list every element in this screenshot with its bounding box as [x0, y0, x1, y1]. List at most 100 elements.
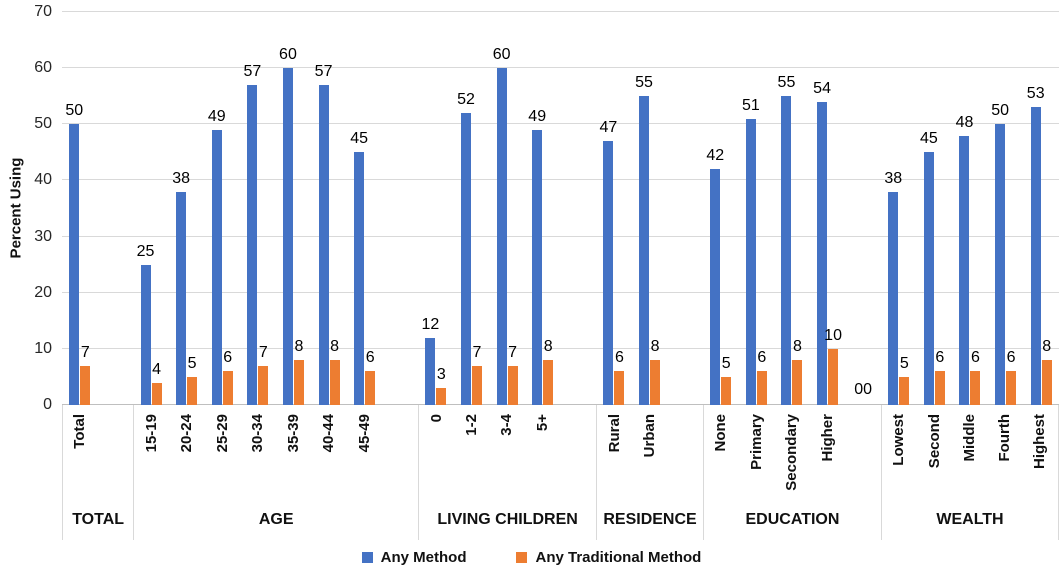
any-traditional-method-bar-secondary — [792, 360, 803, 405]
bar-slot: 6 — [934, 12, 945, 405]
y-axis-tick-label: 0 — [43, 396, 52, 413]
bars-row: 25 4 38 5 49 6 57 7 60 8 57 8 45 6 — [133, 12, 418, 405]
bar-slot: 7 — [507, 12, 518, 405]
spacer-slot: 00 — [845, 12, 881, 405]
gridline — [62, 179, 1059, 181]
bar-value-label: 53 — [1026, 85, 1045, 103]
category-30-34: 57 7 — [240, 12, 276, 405]
category-label-cell: 40-44 — [312, 405, 347, 505]
group-label-age: AGE — [258, 511, 294, 528]
category-rural: 47 6 — [596, 12, 632, 405]
category-labels-row: Total — [63, 405, 133, 505]
category-labels-row: Rural Urban — [597, 405, 703, 505]
bar-slot: 7 — [80, 12, 91, 405]
category-label-cell: Lowest — [882, 405, 917, 505]
bar-value-label: 57 — [243, 63, 262, 80]
y-axis-tick-label: 30 — [34, 227, 52, 245]
category-middle: 48 6 — [952, 12, 988, 405]
category-lowest: 38 5 — [881, 12, 917, 405]
any-method-bar-45-49 — [354, 152, 365, 405]
y-axis: 0 10 20 30 40 50 60 70 — [0, 4, 52, 413]
any-traditional-method-bar-20-24 — [187, 376, 198, 405]
any-traditional-method-bar-45-49 — [365, 371, 376, 405]
any-traditional-method-bar-3-4 — [507, 365, 518, 405]
any-traditional-method-bar-15-19 — [151, 382, 162, 405]
any-method-bar-second — [923, 152, 934, 405]
legend-item-any-method: Any Method — [361, 549, 466, 566]
bars-row: 50 7 — [62, 12, 133, 405]
bar-value-label: 42 — [706, 147, 725, 165]
bar-slot: 47 — [600, 12, 617, 405]
group-living-children: 12 3 52 7 60 7 49 8 0 1-2 3-4 5+ LIVING CHILDREN — [418, 12, 596, 540]
group-label-total: TOTAL — [72, 511, 125, 528]
group-label-education: EDUCATION — [745, 511, 840, 528]
bar-value-label: 8 — [294, 338, 304, 356]
y-axis-tick-label: 70 — [34, 3, 52, 20]
any-method-bar-fourth — [995, 124, 1006, 405]
y-axis-tick-label: 20 — [34, 283, 52, 301]
category-label-urban: Urban — [640, 414, 658, 458]
bar-slot: 50 — [65, 12, 83, 405]
group-label-wealth: WEALTH — [936, 511, 1004, 528]
axis-label-zone: Rural Urban RESIDENCE — [596, 405, 703, 540]
group-label-residence: RESIDENCE — [603, 511, 697, 528]
axis-label-zone: None Primary Secondary Higher EDUCATION — [702, 405, 881, 540]
spacer-slot — [382, 12, 418, 405]
any-method-bar-primary — [745, 118, 756, 405]
bar-slot: 42 — [706, 12, 724, 405]
category-1-2: 52 7 — [454, 12, 490, 405]
bar-slot: 38 — [172, 12, 190, 405]
category-none: 42 5 — [703, 12, 739, 405]
bar-value-label: 5 — [899, 354, 909, 372]
any-traditional-method-bar-rural — [614, 371, 625, 405]
group-age: 25 4 38 5 49 6 57 7 60 8 57 8 45 6 15-19 20-24 25-29 30-3… — [133, 12, 418, 540]
bar-slot: 8 — [543, 12, 554, 405]
bar-value-label: 6 — [614, 349, 624, 367]
any-method-bar-secondary — [781, 96, 792, 405]
bar-slot: 25 — [137, 12, 154, 405]
bar-slot: 49 — [528, 12, 546, 405]
bar-slot: 7 — [258, 12, 269, 405]
group-wealth: 38 5 45 6 48 6 50 6 53 8 Lowest Second Middle Fourth H… — [880, 12, 1059, 540]
any-method-bar-0 — [425, 337, 436, 405]
legend-item-any-traditional-method: Any Traditional Method — [516, 549, 701, 566]
bars-row: 38 5 45 6 48 6 50 6 53 8 — [881, 12, 1059, 405]
bar-slot: 3 — [436, 12, 447, 405]
category-5-: 49 8 — [525, 12, 561, 405]
category-label-45-49: 45-49 — [355, 414, 373, 453]
bar-slot: 12 — [421, 12, 439, 405]
gridline — [62, 123, 1059, 125]
bar-value-label: 12 — [421, 315, 440, 333]
category-label-cell: Secondary — [775, 405, 810, 505]
spacer-label-cell — [98, 405, 133, 505]
bar-value-label: 3 — [436, 366, 446, 384]
any-method-bar-middle — [959, 135, 970, 405]
bar-slot: 6 — [756, 12, 767, 405]
bar-slot: 6 — [365, 12, 376, 405]
bar-slot: 6 — [222, 12, 233, 405]
category-label-cell: Second — [917, 405, 952, 505]
any-traditional-method-bar-30-34 — [258, 365, 269, 405]
any-method-bar-none — [710, 169, 721, 405]
category-label-25-29: 25-29 — [213, 414, 231, 453]
bar-value-label: 48 — [955, 113, 974, 131]
bar-value-label: 54 — [813, 79, 831, 97]
bar-value-label: 10 — [824, 326, 842, 344]
legend: Any Method Any Traditional Method — [0, 544, 1063, 570]
any-traditional-method-bar-higher — [828, 348, 839, 405]
spacer-label-cell — [846, 405, 881, 505]
bar-value-label: 7 — [258, 343, 268, 361]
bar-slot: 60 — [493, 12, 510, 405]
category-label-0: 0 — [427, 414, 445, 423]
bar-value-label: 55 — [635, 74, 653, 92]
bar-value-label: 25 — [136, 242, 155, 260]
bars-row: 12 3 52 7 60 7 49 8 — [418, 12, 596, 405]
bar-value-label: 57 — [314, 63, 333, 80]
bar-slot: 57 — [243, 12, 261, 405]
category-label-cell: 20-24 — [170, 405, 205, 505]
any-traditional-method-bar-fourth — [1006, 371, 1017, 405]
any-traditional-method-bar-primary — [756, 371, 767, 405]
bar-value-label: 6 — [365, 349, 375, 367]
category-label-cell: 15-19 — [134, 405, 169, 505]
